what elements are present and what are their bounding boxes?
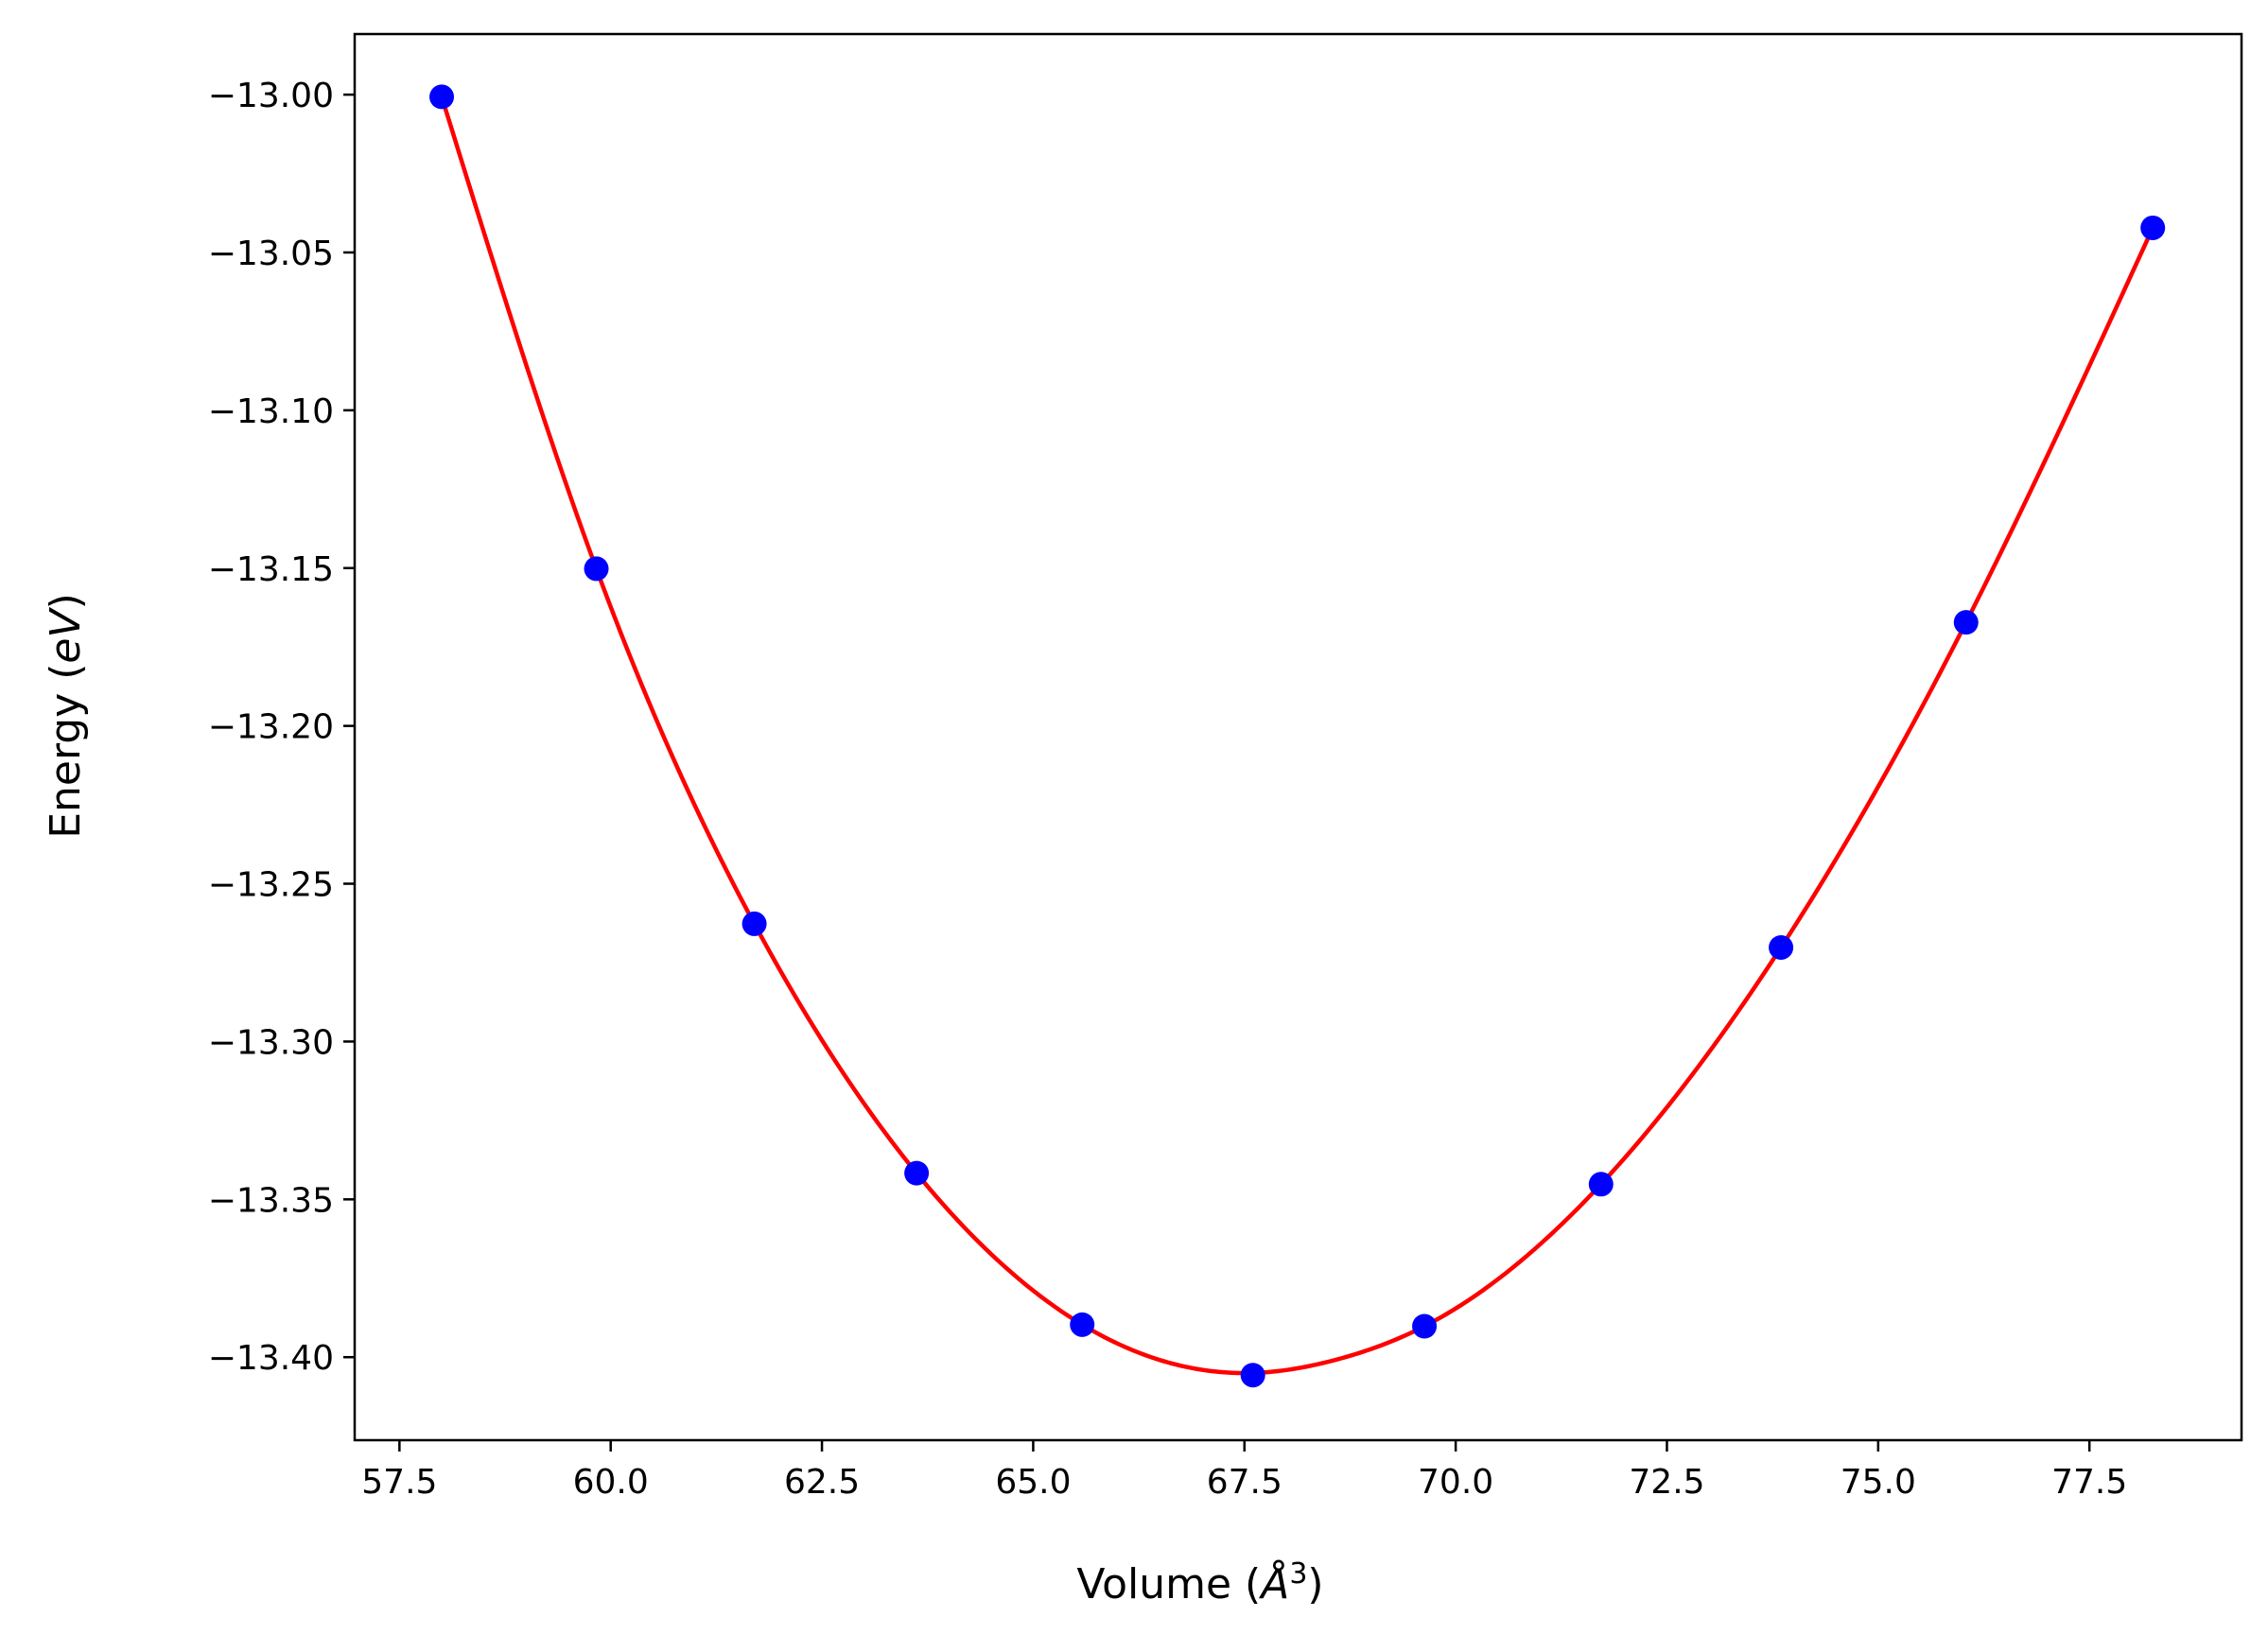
y-tick-label: −13.05 — [208, 235, 334, 273]
y-axis-label-prefix: Energy ( — [42, 664, 90, 839]
x-tick-label: 77.5 — [2051, 1463, 2127, 1502]
plot-area — [429, 84, 2166, 1388]
data-point — [1588, 1172, 1614, 1197]
data-point — [1412, 1313, 1438, 1339]
y-tick-label: −13.30 — [208, 1023, 334, 1062]
x-tick-label: 65.0 — [995, 1463, 1071, 1502]
y-tick-label: −13.00 — [208, 77, 334, 115]
x-axis: 57.5 60.0 62.5 65.0 67.5 70.0 72.5 75.0 77.5 — [361, 1440, 2127, 1502]
y-axis-label: Energy (eV) — [42, 593, 90, 839]
data-point — [1240, 1363, 1265, 1388]
x-tick-label: 60.0 — [573, 1463, 649, 1502]
x-axis-label-prefix: Volume ( — [1076, 1560, 1261, 1609]
x-axis-label-unit: Å — [1258, 1558, 1289, 1609]
data-point — [429, 84, 455, 110]
x-axis-label-exponent: 3 — [1289, 1557, 1307, 1591]
x-tick-label: 62.5 — [784, 1463, 860, 1502]
y-tick-label: −13.10 — [208, 392, 334, 431]
y-axis-label-unit: eV — [42, 607, 90, 664]
y-tick-label: −13.20 — [208, 708, 334, 747]
x-tick-label: 72.5 — [1629, 1463, 1704, 1502]
y-tick-label: −13.15 — [208, 550, 334, 589]
y-tick-label: −13.40 — [208, 1339, 334, 1378]
y-axis: −13.00 −13.05 −13.10 −13.15 −13.20 −13.25 −13.… — [208, 77, 355, 1378]
plot-frame — [353, 32, 2243, 1442]
x-tick-label: 70.0 — [1418, 1463, 1493, 1502]
y-tick-label: −13.35 — [208, 1181, 334, 1220]
y-axis-label-suffix: ) — [42, 593, 90, 609]
x-tick-label: 57.5 — [361, 1463, 437, 1502]
x-tick-label: 67.5 — [1207, 1463, 1282, 1502]
x-axis-label: Volume (Å3) — [1076, 1557, 1323, 1609]
data-point — [1070, 1312, 1095, 1337]
data-point — [2140, 215, 2166, 240]
data-point — [1769, 934, 1794, 960]
x-axis-label-suffix: ) — [1307, 1560, 1323, 1609]
data-point — [584, 556, 609, 582]
x-tick-label: 75.0 — [1841, 1463, 1916, 1502]
data-point — [904, 1160, 930, 1186]
data-point — [1953, 610, 1979, 635]
y-tick-label: −13.25 — [208, 866, 334, 905]
data-point — [741, 911, 767, 936]
